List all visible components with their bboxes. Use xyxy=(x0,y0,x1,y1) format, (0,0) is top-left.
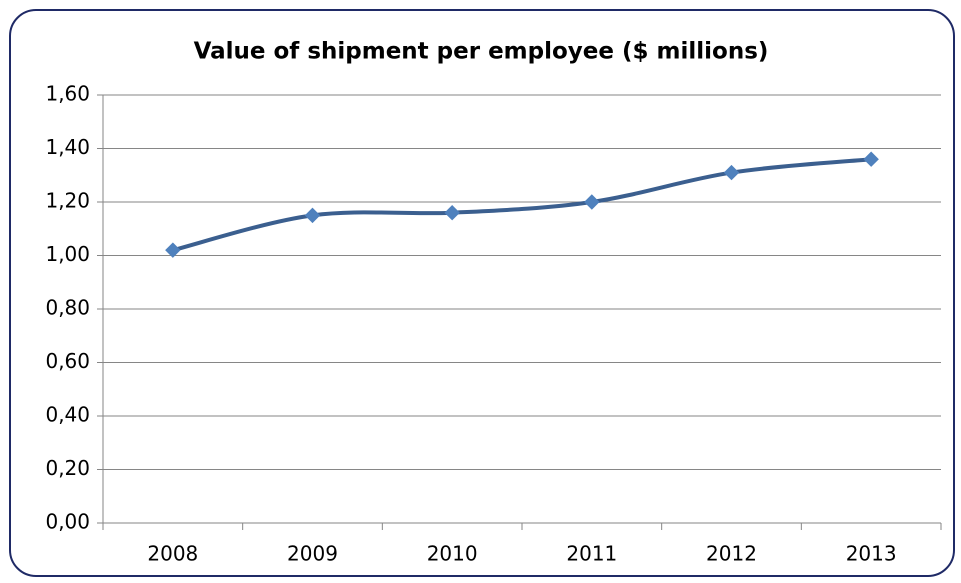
y-tick-label: 1,60 xyxy=(45,82,90,106)
chart-title: Value of shipment per employee ($ millio… xyxy=(194,39,769,65)
point-marker xyxy=(863,151,879,167)
x-tick-label: 2013 xyxy=(846,542,897,566)
y-tick-label: 0,60 xyxy=(45,349,90,373)
chart-frame xyxy=(9,9,955,577)
x-tick-label: 2010 xyxy=(427,542,478,566)
x-tick-label: 2012 xyxy=(706,542,757,566)
y-tick-label: 0,00 xyxy=(45,510,90,534)
point-marker xyxy=(444,204,460,221)
x-tick-label: 2011 xyxy=(566,542,617,566)
point-marker xyxy=(165,242,181,258)
y-tick-label: 0,40 xyxy=(45,403,90,427)
y-tick-label: 1,20 xyxy=(45,189,90,213)
x-tick-label: 2009 xyxy=(287,542,338,566)
line xyxy=(172,157,872,253)
y-tick-label: 1,40 xyxy=(45,135,90,159)
y-tick-label: 1,00 xyxy=(45,242,90,266)
y-tick-label: 0,20 xyxy=(45,456,90,480)
point-marker xyxy=(584,194,600,210)
y-tick-label: 0,80 xyxy=(45,296,90,320)
point-marker xyxy=(723,164,740,181)
point-marker xyxy=(304,207,321,224)
x-tick-label: 2008 xyxy=(147,542,198,566)
